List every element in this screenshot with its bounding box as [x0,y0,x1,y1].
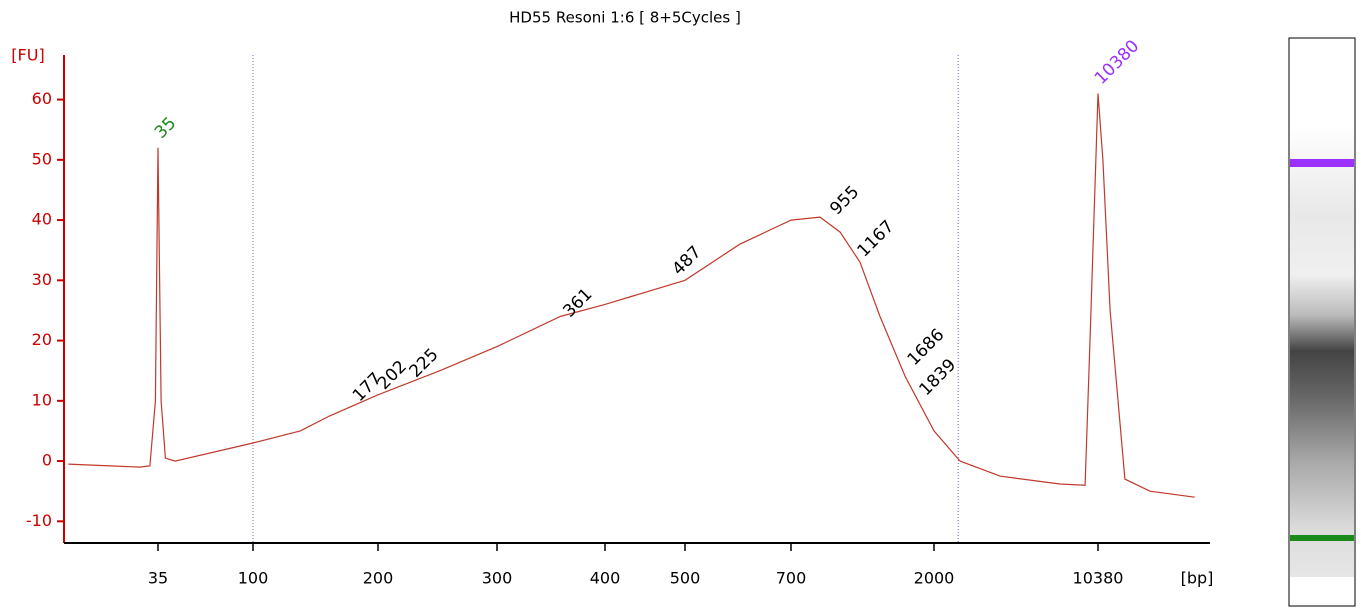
peak-label: 1167 [854,217,899,262]
peak-label: 225 [405,345,442,382]
x-tick-label: 500 [670,569,701,588]
chart-title: HD55 Resoni 1:6 [ 8+5Cycles ] [509,9,741,27]
marker-label: 10380 [1091,36,1143,88]
lower-marker-band [1290,535,1354,541]
x-tick-label: 300 [482,569,513,588]
y-tick-label: -10 [26,511,52,530]
y-tick-label: 30 [32,270,52,289]
x-tick-label: 100 [238,569,269,588]
marker-label: 35 [151,113,180,142]
x-tick-label: 400 [590,569,621,588]
peak-label: 487 [668,242,705,279]
y-tick-label: 0 [42,451,52,470]
y-tick-label: 50 [32,149,52,168]
x-tick-label: 200 [363,569,394,588]
x-axis-label: [bp] [1181,569,1214,588]
y-tick-label: 10 [32,390,52,409]
trace [68,93,1195,498]
y-tick-label: 20 [32,330,52,349]
gel-lane [1288,37,1356,607]
x-tick-label: 10380 [1073,569,1124,588]
y-tick-label: 60 [32,89,52,108]
x-tick-label: 2000 [914,569,955,588]
peak-label: 955 [826,182,863,219]
y-axis-label: [FU] [11,46,44,65]
lane-smear [1290,125,1354,577]
peak-label: 361 [559,284,596,321]
y-tick-label: 40 [32,210,52,229]
x-tick-label: 35 [148,569,168,588]
x-tick-label: 700 [776,569,807,588]
upper-marker-band [1290,159,1354,167]
